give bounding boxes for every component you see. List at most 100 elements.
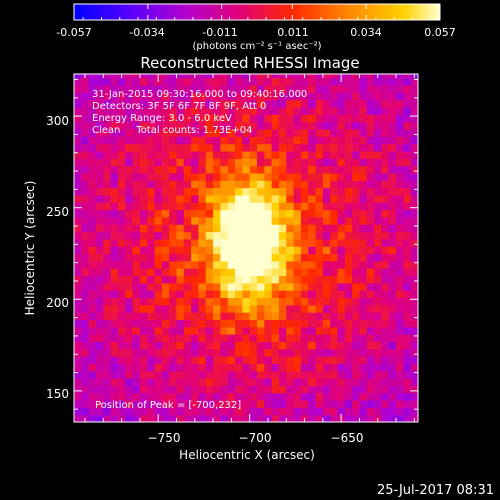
heatmap-cell: [293, 356, 302, 364]
heatmap-cell: [88, 260, 97, 269]
heatmap-cell: [220, 172, 229, 181]
heatmap-cell: [315, 106, 324, 115]
heatmap-cell: [227, 268, 236, 277]
heatmap-cell: [271, 319, 280, 328]
heatmap-cell: [169, 348, 178, 357]
heatmap-cell: [388, 385, 397, 394]
heatmap-cell: [293, 136, 302, 145]
heatmap-cell: [315, 290, 324, 299]
heatmap-cell: [381, 128, 390, 137]
heatmap-cell: [161, 363, 170, 372]
heatmap-cell: [183, 319, 192, 328]
heatmap-cell: [366, 326, 375, 335]
heatmap-cell: [278, 370, 287, 379]
heatmap-cell: [330, 114, 339, 123]
heatmap-cell: [213, 202, 221, 211]
heatmap-cell: [95, 84, 104, 93]
heatmap-cell: [198, 180, 207, 189]
heatmap-cell: [227, 121, 236, 130]
heatmap-cell: [81, 385, 90, 394]
heatmap-cell: [95, 268, 104, 277]
heatmap-cell: [213, 99, 221, 108]
heatmap-cell: [198, 275, 207, 284]
heatmap-cell: [220, 180, 229, 189]
heatmap-cell: [74, 246, 82, 255]
heatmap-cell: [396, 136, 404, 145]
heatmap-cell: [264, 202, 273, 211]
heatmap-cell: [169, 282, 178, 291]
heatmap-cell: [366, 356, 375, 364]
heatmap-cell: [176, 334, 185, 343]
heatmap-cell: [213, 268, 221, 277]
heatmap-cell: [198, 84, 207, 93]
heatmap-cell: [183, 121, 192, 130]
heatmap-cell: [117, 290, 126, 299]
heatmap-cell: [388, 334, 397, 343]
heatmap-cell: [264, 407, 273, 416]
heatmap-cell: [117, 356, 126, 364]
heatmap-cell: [235, 414, 243, 422]
heatmap-cell: [337, 385, 346, 394]
heatmap-cell: [88, 356, 97, 364]
heatmap-cell: [95, 158, 104, 167]
heatmap-cell: [300, 326, 309, 335]
heatmap-cell: [161, 165, 170, 174]
heatmap-cell: [396, 275, 404, 284]
heatmap-cell: [352, 187, 361, 196]
heatmap-cell: [132, 334, 141, 343]
heatmap-cell: [330, 282, 339, 291]
heatmap-cell: [103, 106, 112, 115]
heatmap-cell: [330, 180, 339, 189]
heatmap-cell: [359, 84, 368, 93]
heatmap-cell: [74, 99, 82, 108]
heatmap-cell: [213, 77, 221, 86]
heatmap-cell: [300, 356, 309, 364]
heatmap-cell: [205, 356, 214, 364]
heatmap-cell: [337, 348, 346, 357]
heatmap-cell: [81, 238, 90, 247]
heatmap-cell: [132, 253, 141, 262]
heatmap-cell: [227, 114, 236, 123]
heatmap-cell: [330, 128, 339, 137]
heatmap-cell: [125, 224, 134, 233]
heatmap-cell: [359, 128, 368, 137]
heatmap-cell: [74, 84, 82, 93]
heatmap-cell: [154, 187, 163, 196]
heatmap-cell: [359, 253, 368, 262]
heatmap-cell: [213, 114, 221, 123]
heatmap-cell: [315, 77, 324, 86]
heatmap-cell: [337, 187, 346, 196]
heatmap-cell: [110, 84, 119, 93]
heatmap-cell: [271, 121, 280, 130]
heatmap-cell: [315, 326, 324, 335]
heatmap-cell: [147, 275, 156, 284]
heatmap-cell: [205, 92, 214, 101]
heatmap-cell: [322, 74, 331, 79]
heatmap-cell: [388, 407, 397, 416]
heatmap-cell: [213, 84, 221, 93]
heatmap-cell: [374, 407, 383, 416]
heatmap-cell: [286, 150, 295, 159]
heatmap-cell: [256, 268, 265, 277]
heatmap-cell: [249, 231, 258, 240]
heatmap-cell: [410, 290, 418, 299]
heatmap-cell: [88, 414, 97, 422]
heatmap-cell: [110, 136, 119, 145]
heatmap-cell: [183, 187, 192, 196]
heatmap-cell: [213, 253, 221, 262]
heatmap-cell: [95, 106, 104, 115]
heatmap-cell: [359, 209, 368, 218]
heatmap-cell: [322, 253, 331, 262]
heatmap-cell: [388, 392, 397, 401]
heatmap-cell: [337, 370, 346, 379]
heatmap-cell: [191, 246, 200, 255]
heatmap-cell: [117, 275, 126, 284]
heatmap-cell: [132, 180, 141, 189]
heatmap-cell: [396, 400, 404, 408]
heatmap-cell: [117, 260, 126, 269]
heatmap-cell: [235, 297, 243, 306]
heatmap-cell: [322, 378, 331, 386]
heatmap-cell: [374, 385, 383, 394]
heatmap-cell: [352, 414, 361, 422]
heatmap-cell: [242, 290, 251, 299]
